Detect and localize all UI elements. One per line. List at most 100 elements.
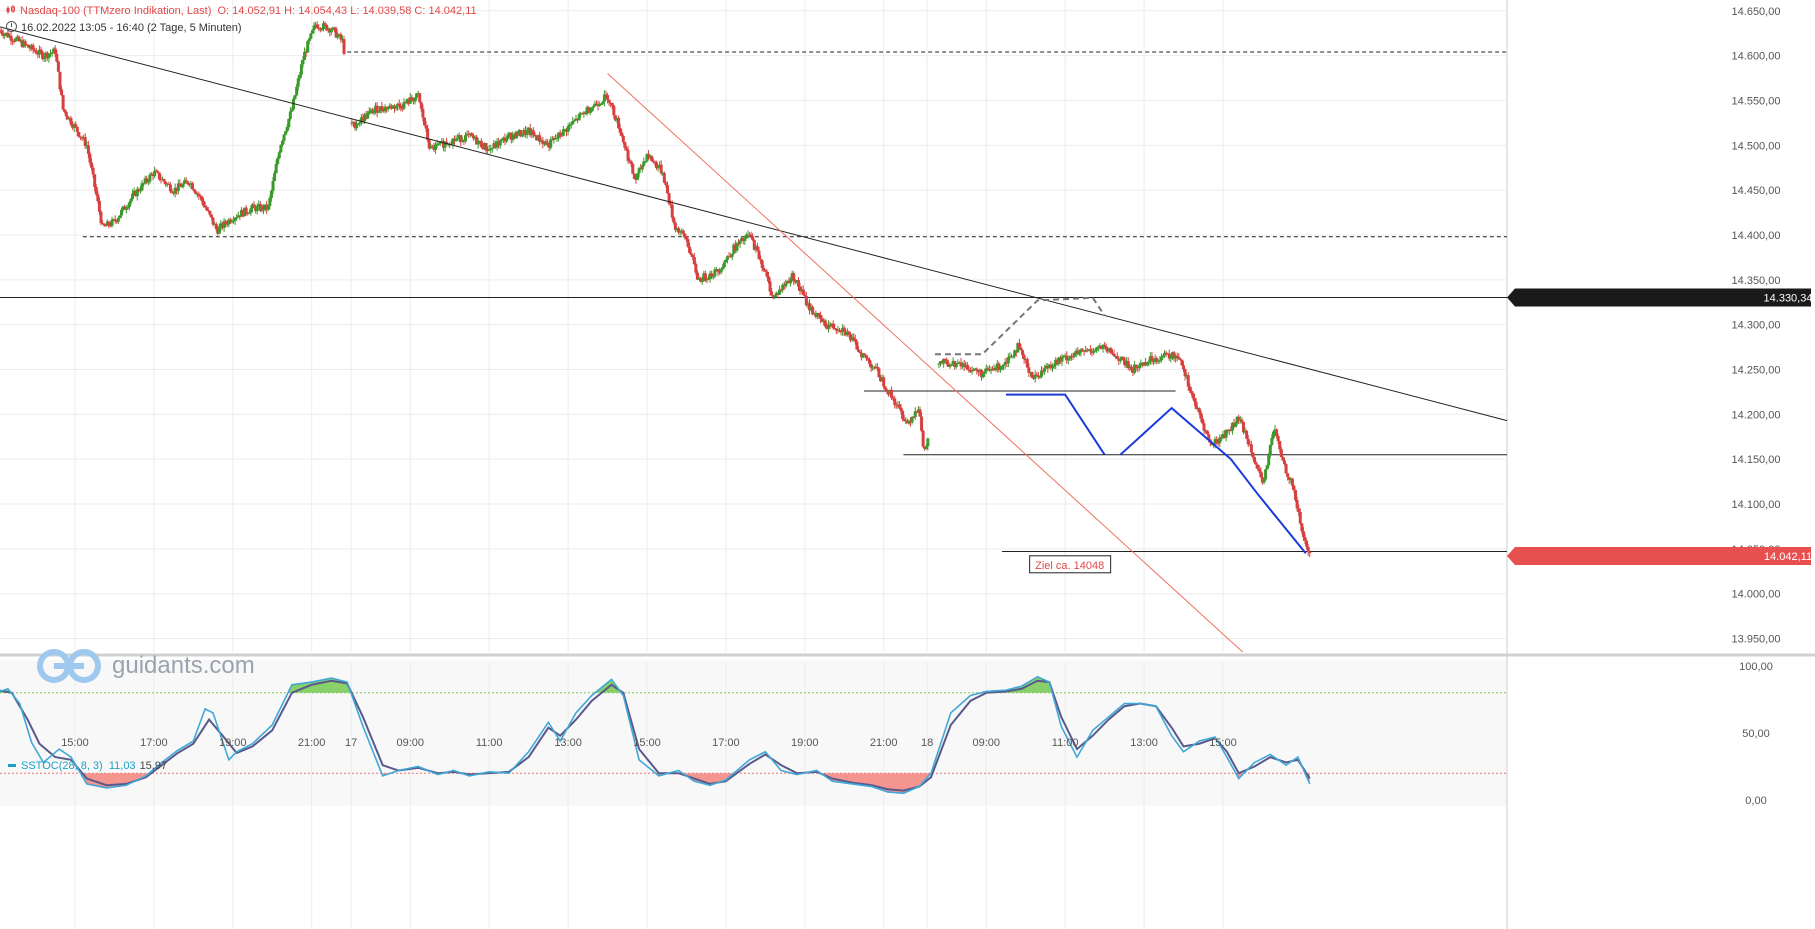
candle-body <box>1289 478 1293 481</box>
candle-body <box>766 276 770 282</box>
candle-body <box>246 213 250 215</box>
candle-body <box>288 111 292 119</box>
candle-body <box>41 52 45 59</box>
candle-body <box>631 164 635 174</box>
y-tick-label: 14.200,00 <box>1732 409 1781 421</box>
candle-body <box>823 320 827 327</box>
candle-body <box>1202 423 1206 431</box>
candle-body <box>762 267 766 271</box>
candle-body <box>67 117 71 120</box>
y-tick-label: 14.150,00 <box>1732 454 1781 466</box>
candle-body <box>411 100 415 102</box>
candle-body <box>1270 437 1274 445</box>
candle-body <box>4 32 8 34</box>
candle-body <box>460 139 464 143</box>
candle-body <box>609 102 613 104</box>
candle-body <box>1158 360 1162 362</box>
y-tick-label: 14.100,00 <box>1732 499 1781 511</box>
candle-body <box>90 162 94 168</box>
candle-body <box>1196 408 1200 410</box>
candle-body <box>1021 350 1025 356</box>
candle-body <box>452 138 456 141</box>
candle-body <box>1183 369 1187 377</box>
candle-body <box>299 64 303 75</box>
candle-body <box>714 269 718 271</box>
candle-body <box>430 146 434 148</box>
candle-body <box>175 187 179 192</box>
candle-body <box>669 203 673 205</box>
candle-body <box>247 212 251 214</box>
candle-body <box>743 238 747 242</box>
candle-body <box>1043 368 1047 372</box>
candle-body <box>896 404 900 406</box>
candle-body <box>42 57 46 59</box>
price-tag-level-bg <box>1507 288 1811 307</box>
candle-body <box>1087 349 1091 351</box>
candle-body <box>681 230 685 234</box>
candle-body <box>118 215 122 219</box>
candle-body <box>427 139 431 149</box>
candle-body <box>505 138 509 142</box>
candle-body <box>235 217 239 219</box>
candle-body <box>1194 401 1198 409</box>
candle-body <box>1013 350 1017 357</box>
candle-body <box>940 361 944 364</box>
candle-body <box>1005 361 1009 364</box>
candle-body <box>808 303 812 311</box>
candle-body <box>1017 343 1021 348</box>
x-tick-label: 17 <box>345 737 357 749</box>
candle-body <box>599 103 603 105</box>
candle-body <box>1066 358 1070 361</box>
candle-body <box>528 128 532 136</box>
candle-body <box>435 143 439 145</box>
candle-body <box>478 140 482 142</box>
candle-body <box>659 164 663 174</box>
candle-body <box>557 132 561 138</box>
candle-body <box>385 106 389 110</box>
candle-body <box>522 130 526 135</box>
candle-body <box>363 114 367 122</box>
candle-body <box>1115 356 1119 359</box>
candle-body <box>662 173 666 183</box>
candle-body <box>189 183 193 185</box>
candle-body <box>711 276 715 278</box>
candle-body <box>388 105 392 108</box>
candle-body <box>498 140 502 146</box>
candle-body <box>948 365 952 367</box>
candle-body <box>590 107 594 112</box>
candle-body <box>19 40 23 42</box>
candle-body <box>479 140 483 148</box>
candle-body <box>673 222 677 230</box>
y-tick-label: 14.550,00 <box>1732 95 1781 107</box>
candle-body <box>880 377 884 382</box>
candle-body <box>63 109 67 112</box>
candle-body <box>1049 364 1053 369</box>
candle-body <box>1126 361 1130 369</box>
candle-body <box>31 45 35 50</box>
target-annotation-box <box>1029 555 1112 574</box>
candle-body <box>277 152 281 159</box>
candle-body <box>1259 471 1263 478</box>
candle-body <box>1022 355 1026 360</box>
candle-body <box>1035 374 1039 376</box>
candle-body <box>410 97 414 101</box>
candle-body <box>989 369 993 371</box>
candle-body <box>580 113 584 115</box>
candle-body <box>858 351 862 353</box>
candlestick-icon <box>6 5 15 14</box>
candle-body <box>795 280 799 283</box>
candle-body <box>617 117 621 129</box>
candle-body <box>1133 364 1137 373</box>
candle-body <box>793 280 797 283</box>
candle-body <box>399 105 403 109</box>
candle-body <box>1303 536 1307 541</box>
candle-body <box>938 361 942 364</box>
candle-body <box>77 132 81 137</box>
candle-body <box>135 189 139 197</box>
candle-body <box>615 117 619 121</box>
candle-body <box>686 239 690 247</box>
candle-body <box>1267 455 1271 466</box>
candle-body <box>374 105 378 111</box>
candle-body <box>612 105 616 116</box>
candle-body <box>621 135 625 143</box>
